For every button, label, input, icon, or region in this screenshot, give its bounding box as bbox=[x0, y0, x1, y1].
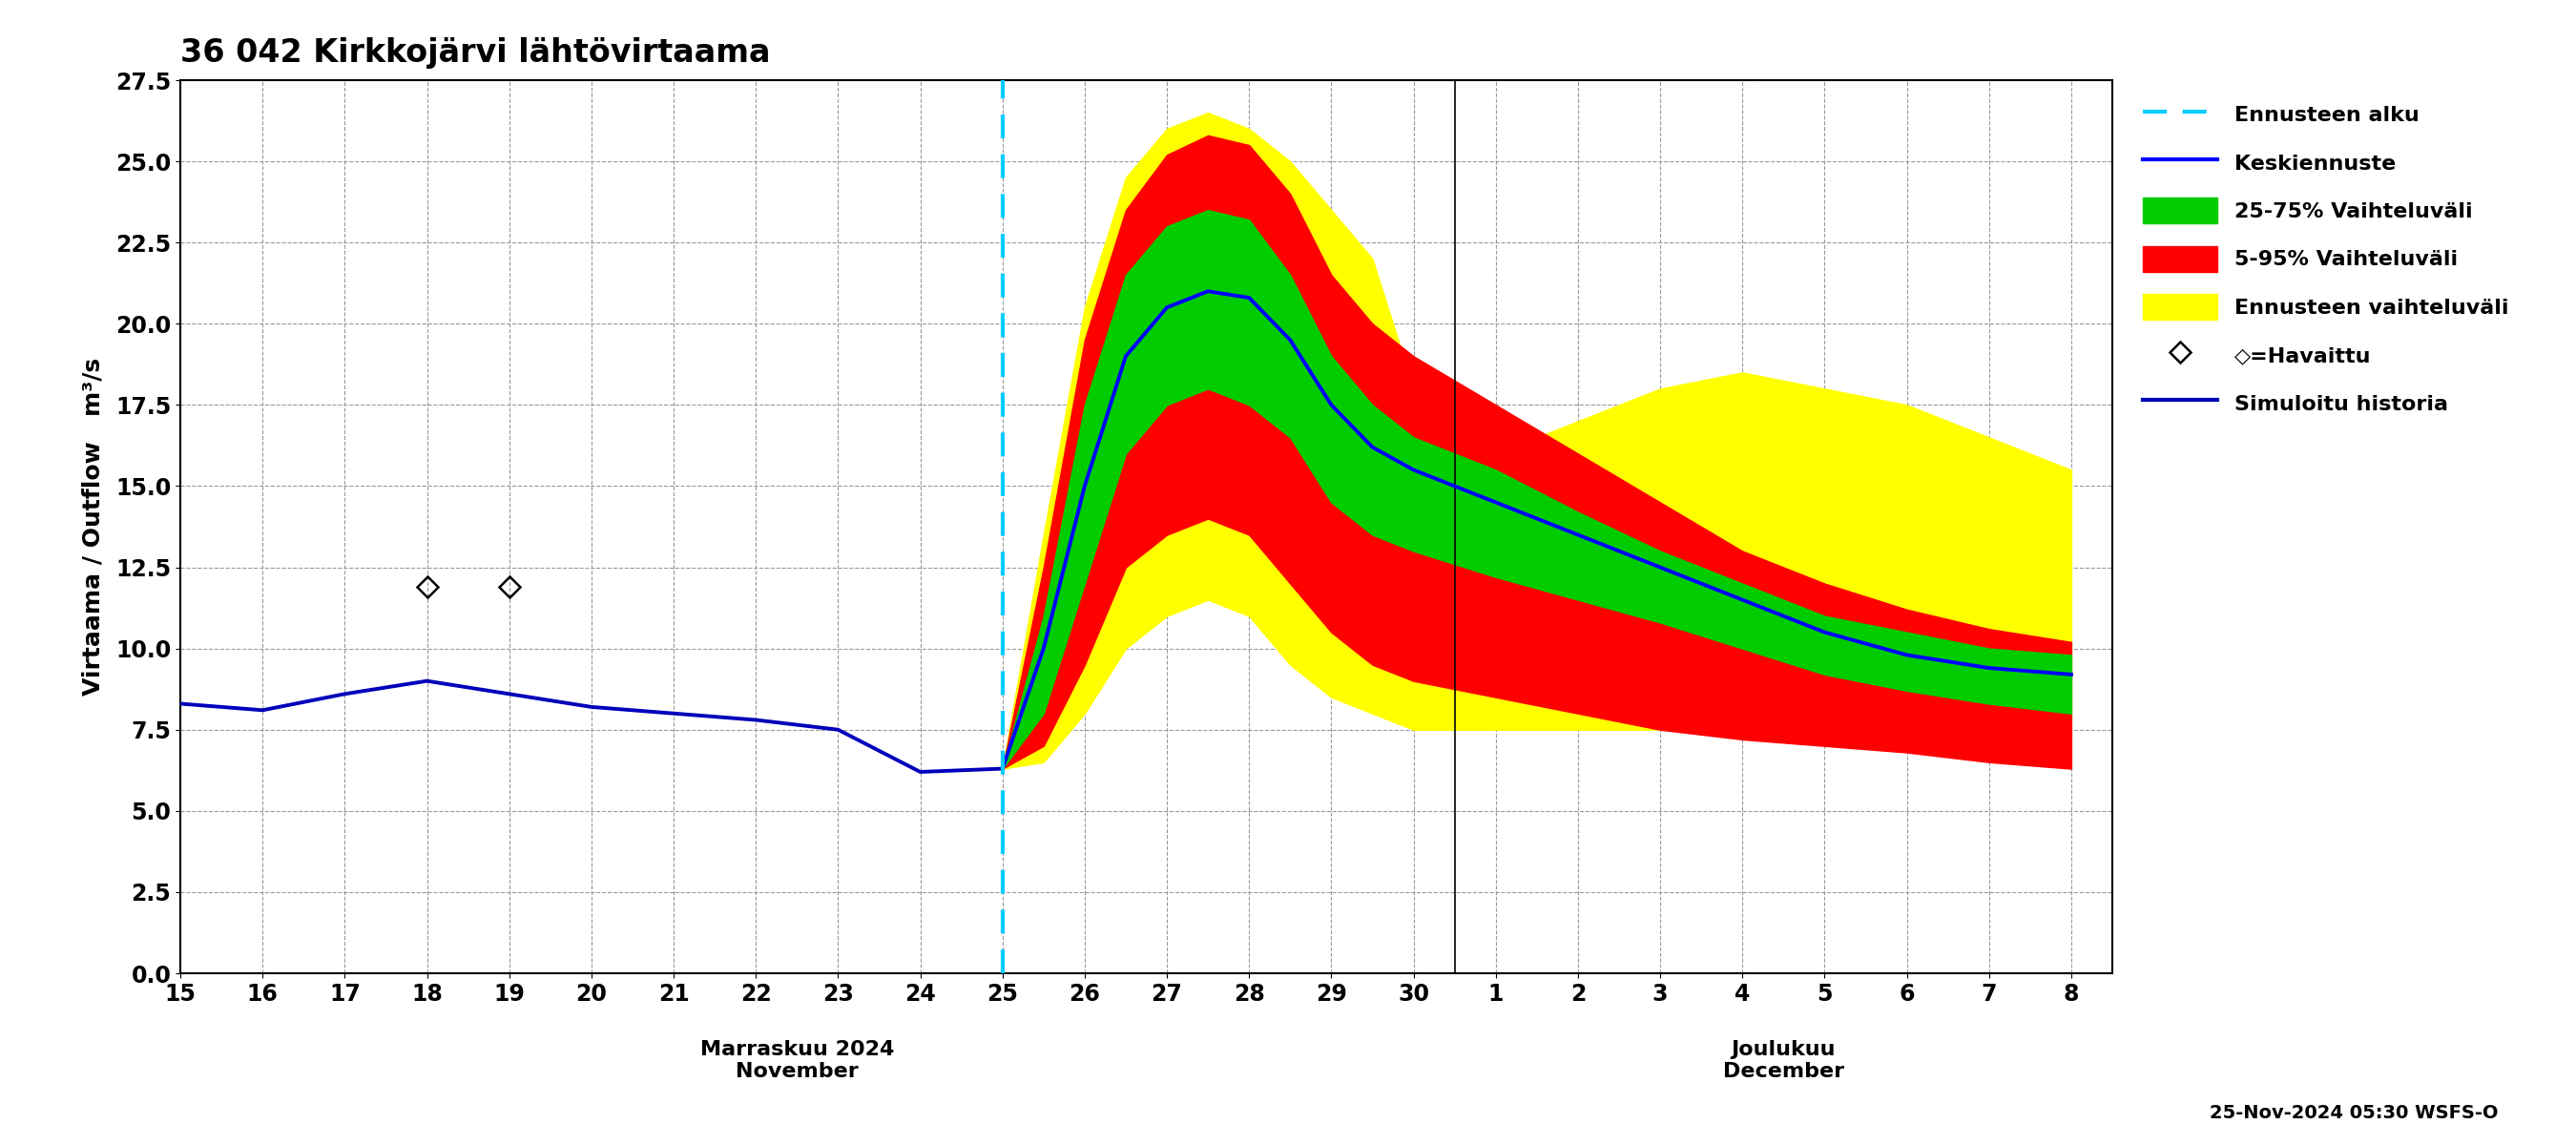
Text: Joulukuu
December: Joulukuu December bbox=[1723, 1040, 1844, 1081]
Y-axis label: Virtaama / Outflow   m³/s: Virtaama / Outflow m³/s bbox=[82, 357, 106, 696]
Legend: Ennusteen alku, Keskiennuste, 25-75% Vaihteluväli, 5-95% Vaihteluväli, Ennusteen: Ennusteen alku, Keskiennuste, 25-75% Vai… bbox=[2133, 90, 2519, 427]
Text: Marraskuu 2024
November: Marraskuu 2024 November bbox=[701, 1040, 894, 1081]
Text: 25-Nov-2024 05:30 WSFS-O: 25-Nov-2024 05:30 WSFS-O bbox=[2210, 1104, 2499, 1122]
Text: 36 042 Kirkkojärvi lähtövirtaama: 36 042 Kirkkojärvi lähtövirtaama bbox=[180, 37, 770, 69]
